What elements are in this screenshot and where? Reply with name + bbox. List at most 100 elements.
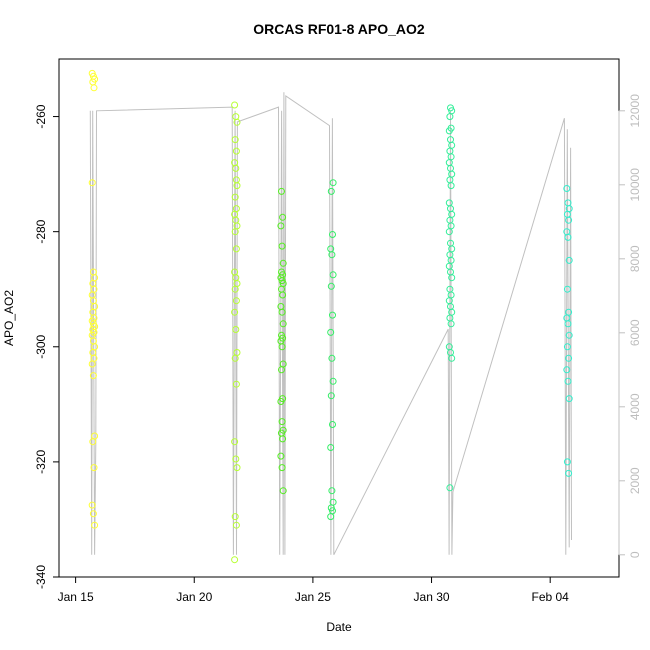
data-point <box>91 521 99 529</box>
data-point <box>90 464 98 472</box>
data-point <box>231 136 239 144</box>
data-point <box>231 285 239 293</box>
data-point <box>232 380 240 388</box>
data-points-layer <box>88 69 573 564</box>
data-point <box>448 354 456 362</box>
data-point <box>231 556 239 564</box>
data-point <box>327 392 335 400</box>
y2-tick-label: 0 <box>628 551 642 558</box>
data-point <box>232 521 240 529</box>
data-point <box>88 501 96 509</box>
data-point <box>88 360 96 368</box>
data-point <box>88 179 96 187</box>
y-tick-label: -260 <box>34 104 48 128</box>
data-point <box>232 326 240 333</box>
y2-tick-label: 10000 <box>628 168 642 202</box>
data-point <box>447 303 454 310</box>
data-point <box>277 222 285 230</box>
data-point <box>447 320 455 328</box>
x-tick-label: Jan 25 <box>295 590 331 604</box>
data-point <box>563 366 571 374</box>
data-point <box>448 141 456 149</box>
altitude-track-line <box>89 92 572 556</box>
y-tick-label: -280 <box>34 219 48 243</box>
data-point <box>563 343 571 351</box>
data-point <box>448 210 456 218</box>
data-point <box>278 343 286 351</box>
data-point <box>279 259 287 267</box>
y-tick-label: -320 <box>34 450 48 474</box>
data-point <box>329 179 337 187</box>
data-point <box>232 176 240 184</box>
data-point <box>447 182 455 190</box>
data-point <box>232 245 240 253</box>
x-tick-label: Jan 30 <box>414 590 450 604</box>
data-point <box>231 193 239 201</box>
x-tick-label: Jan 15 <box>58 590 94 604</box>
data-point <box>329 231 336 238</box>
x-axis-label: Date <box>326 620 352 634</box>
data-point <box>565 216 573 224</box>
data-point <box>327 328 335 336</box>
y2-tick-label: 12000 <box>628 94 642 128</box>
x-tick-label: Jan 20 <box>176 590 212 604</box>
data-point <box>232 113 240 121</box>
data-point <box>232 147 240 155</box>
data-point <box>89 438 97 446</box>
y2-tick-label: 4000 <box>628 393 642 420</box>
y2-tick-label: 6000 <box>628 319 642 346</box>
data-point <box>329 421 336 428</box>
plot-frame <box>58 58 620 578</box>
data-point <box>231 513 239 521</box>
data-point <box>279 487 287 495</box>
data-point <box>329 311 336 319</box>
y-axis-label: APO_AO2 <box>2 290 16 346</box>
data-point <box>279 320 287 328</box>
data-point <box>279 291 287 299</box>
data-point <box>565 395 573 403</box>
y2-tick-label: 2000 <box>628 467 642 494</box>
data-point <box>563 458 571 466</box>
y2-tick-label: 8000 <box>628 245 642 272</box>
data-point <box>448 170 456 178</box>
data-point <box>329 377 337 385</box>
data-point <box>89 510 97 518</box>
data-point <box>278 242 286 250</box>
data-point <box>231 438 239 446</box>
data-point <box>563 185 571 192</box>
data-point <box>233 182 241 190</box>
axes-layer: Jan 15 Jan 20 Jan 25 Jan 30 Feb 04 -340 -320 -3… <box>34 58 642 604</box>
data-point <box>327 282 335 290</box>
data-point <box>277 398 285 405</box>
chart-title: ORCAS RF01-8 APO_AO2 <box>253 21 425 37</box>
data-point <box>277 452 285 460</box>
data-point <box>278 308 286 316</box>
data-point <box>232 455 240 463</box>
data-point <box>278 418 286 426</box>
data-point <box>445 159 453 167</box>
data-point <box>278 187 285 195</box>
data-point <box>445 127 453 135</box>
data-point <box>328 354 336 362</box>
data-point <box>89 372 97 380</box>
data-point <box>329 271 337 279</box>
y-tick-label: -340 <box>34 565 48 589</box>
data-point <box>231 308 239 316</box>
data-point <box>565 469 573 477</box>
data-point <box>327 444 335 451</box>
data-point <box>445 228 453 236</box>
data-point <box>328 251 336 259</box>
data-point <box>563 285 571 293</box>
data-point <box>564 233 572 241</box>
data-point <box>278 464 286 472</box>
data-point <box>279 435 287 443</box>
y-tick-label: -300 <box>34 334 48 358</box>
data-point <box>233 464 241 472</box>
data-point <box>448 274 456 282</box>
data-point <box>90 84 98 92</box>
data-point <box>279 213 287 221</box>
data-point <box>565 331 573 339</box>
data-point <box>445 199 453 207</box>
altitude-track-layer <box>89 92 572 556</box>
data-point <box>327 513 335 521</box>
